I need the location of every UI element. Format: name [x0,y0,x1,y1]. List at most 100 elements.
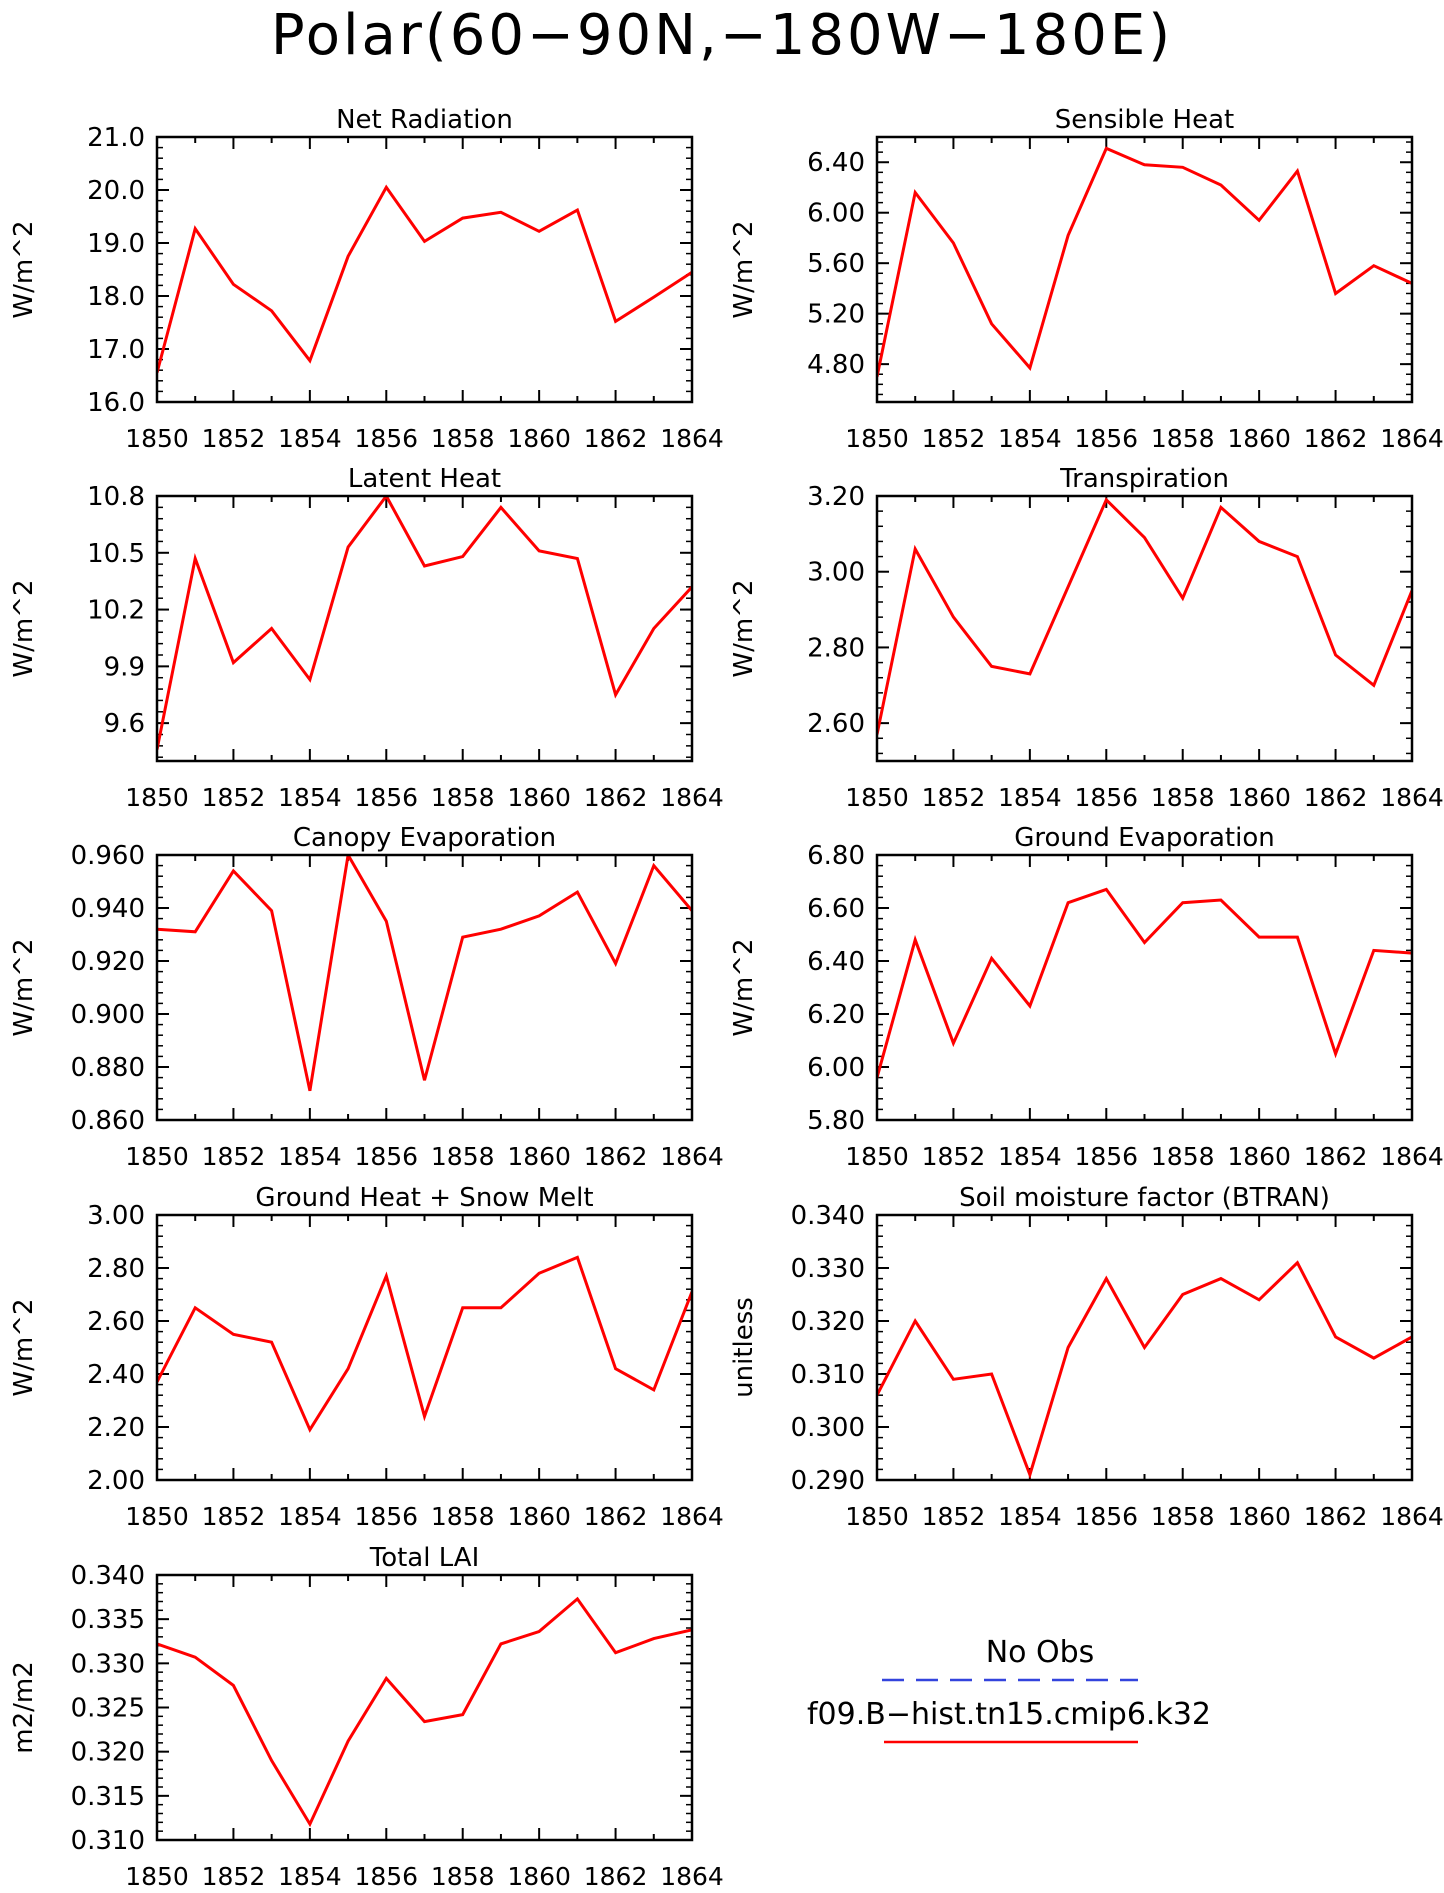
plot-frame [155,1213,694,1482]
y-tick-label: 2.80 [87,1254,145,1284]
y-axis-label: W/m^2 [9,938,39,1036]
y-tick-label: 0.335 [71,1605,145,1635]
y-axis-label: W/m^2 [9,1298,39,1396]
series-line [877,887,1412,1079]
x-tick-label: 1856 [354,1862,418,1891]
y-tick-label: 0.340 [71,1561,145,1591]
series-line [157,1255,692,1433]
x-tick-label: 1856 [1074,1502,1138,1531]
chart-panel-9: Total LAI m2/m2 1850 1852 1854 1856 1858 1860 18… [9,1543,724,1891]
x-tick-label: 1860 [507,1142,571,1171]
x-tick-label: 1856 [1074,1142,1138,1171]
y-tick-label: 6.40 [807,148,865,178]
y-tick-label: 4.80 [807,350,865,380]
y-tick-label: 6.00 [807,1053,865,1083]
y-tick-label: 0.900 [71,1000,145,1030]
x-tick-label: 1858 [1151,1502,1215,1531]
y-tick-label: 21.0 [87,123,145,153]
y-tick-label: 6.40 [807,947,865,977]
y-tick-label: 6.20 [807,1000,865,1030]
x-tick-label: 1850 [845,424,909,453]
x-tick-label: 1864 [660,783,724,812]
chart-panel-5: Canopy Evaporation W/m^2 1850 1852 1854 1856 1… [9,823,724,1171]
panel-title: Soil moisture factor (BTRAN) [959,1183,1330,1213]
x-tick-label: 1864 [1380,783,1444,812]
x-tick-label: 1852 [202,1142,266,1171]
y-tick-label: 18.0 [87,282,145,312]
chart-panel-8: Soil moisture factor (BTRAN) unitless 1850… [729,1183,1444,1531]
y-axis-label: m2/m2 [9,1661,39,1754]
y-tick-label: 2.00 [87,1466,145,1496]
y-axis-label: W/m^2 [729,938,759,1036]
y-tick-label: 0.310 [71,1826,145,1856]
y-tick-label: 10.5 [87,539,145,569]
y-tick-label: 10.2 [87,596,145,626]
x-tick-label: 1860 [1227,1142,1291,1171]
chart-panel-2: Sensible Heat W/m^2 1850 1852 1854 1856 1858 18… [729,105,1444,453]
x-tick-label: 1858 [431,1862,495,1891]
x-tick-label: 1852 [922,783,986,812]
panel-title: Sensible Heat [1055,105,1234,135]
y-tick-label: 16.0 [87,388,145,418]
figure-title: Polar(60−90N,−180W−180E) [270,3,1174,68]
y-tick-label: 6.80 [807,841,865,871]
series-line [157,855,692,1092]
y-tick-label: 0.330 [71,1649,145,1679]
x-tick-label: 1854 [998,1502,1062,1531]
series-line [877,146,1412,378]
x-tick-label: 1852 [202,424,266,453]
chart-panel-6: Ground Evaporation W/m^2 1850 1852 1854 1856 1… [729,823,1444,1171]
y-tick-label: 19.0 [87,229,145,259]
series-line [157,184,692,374]
plot-frame [875,853,1414,1122]
x-tick-label: 1854 [278,1862,342,1891]
y-tick-label: 2.80 [807,633,865,663]
x-tick-label: 1862 [584,424,648,453]
series-line [157,1596,692,1828]
x-tick-label: 1858 [431,783,495,812]
x-tick-label: 1850 [125,1862,189,1891]
x-tick-label: 1860 [507,424,571,453]
y-axis-label: W/m^2 [729,579,759,677]
y-tick-label: 2.40 [87,1360,145,1390]
x-tick-label: 1854 [998,783,1062,812]
plot-frame [155,494,694,763]
x-tick-label: 1860 [507,783,571,812]
x-tick-label: 1856 [1074,783,1138,812]
plot-frame [875,1213,1414,1482]
x-tick-label: 1862 [584,783,648,812]
x-tick-label: 1854 [278,783,342,812]
x-tick-label: 1854 [278,1502,342,1531]
x-tick-label: 1860 [507,1862,571,1891]
y-tick-label: 0.340 [791,1201,865,1231]
panel-title: Net Radiation [336,105,513,135]
x-tick-label: 1856 [354,783,418,812]
y-tick-label: 5.20 [807,300,865,330]
y-tick-label: 0.325 [71,1694,145,1724]
x-tick-label: 1856 [354,424,418,453]
y-tick-label: 3.00 [87,1201,145,1231]
x-tick-label: 1860 [1227,424,1291,453]
y-axis-label: unitless [729,1297,759,1398]
plot-frame [155,853,694,1122]
x-tick-label: 1852 [202,1862,266,1891]
x-tick-label: 1852 [202,1502,266,1531]
x-tick-label: 1858 [431,424,495,453]
series-line [877,1260,1412,1480]
x-tick-label: 1864 [660,424,724,453]
chart-panel-7: Ground Heat + Snow Melt W/m^2 1850 1852 1854… [9,1183,724,1531]
y-tick-label: 0.940 [71,894,145,924]
x-tick-label: 1862 [584,1862,648,1891]
x-tick-label: 1850 [845,1142,909,1171]
x-tick-label: 1864 [660,1142,724,1171]
y-tick-label: 0.320 [71,1738,145,1768]
panel-title: Ground Evaporation [1014,823,1274,853]
y-tick-label: 10.8 [87,482,145,512]
panel-title: Total LAI [369,1543,480,1573]
panel-title: Ground Heat + Snow Melt [255,1183,593,1213]
plot-frame [155,135,694,404]
y-axis-label: W/m^2 [9,579,39,677]
x-tick-label: 1858 [1151,1142,1215,1171]
legend: No Obs f09.B−hist.tn15.cmip6.k32 [807,1635,1211,1744]
x-tick-label: 1862 [1304,424,1368,453]
